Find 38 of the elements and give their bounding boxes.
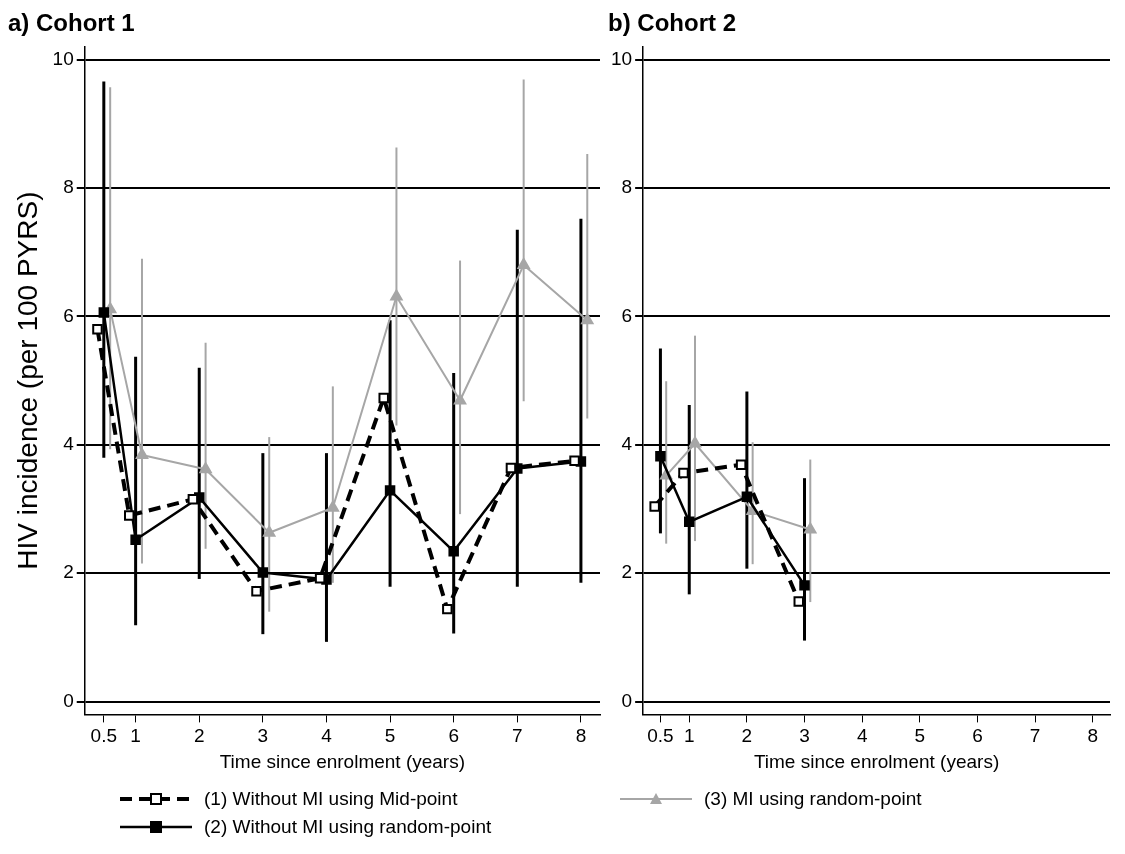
y-tick-label: 10 (52, 47, 74, 69)
legend-label: (2) Without MI using random-point (204, 816, 492, 838)
x-tick-label: 7 (1029, 725, 1041, 747)
x-tick-label: 6 (448, 725, 459, 747)
y-tick-label: 6 (621, 304, 633, 326)
x-tick-label: 1 (130, 725, 141, 747)
y-tick-label: 2 (63, 561, 74, 583)
y-tick-label: 10 (610, 47, 633, 69)
chart-title: a) Cohort 1 (8, 9, 135, 37)
x-tick-label: 4 (321, 725, 333, 747)
y-tick-label: 2 (621, 561, 633, 583)
y-tick-label: 4 (621, 433, 633, 455)
x-tick-label: 1 (683, 725, 695, 747)
x-axis-title: Time since enrolment (years) (219, 750, 466, 772)
x-tick-label: 0.5 (90, 725, 118, 747)
x-tick-label: 8 (575, 725, 587, 747)
x-tick-label: 5 (384, 725, 396, 747)
legend-label: (3) MI using random-point (704, 788, 922, 810)
y-tick-label: 8 (621, 176, 633, 198)
x-tick-label: 6 (972, 725, 983, 747)
x-axis-title: Time since enrolment (years) (753, 750, 1000, 772)
x-tick-label: 4 (856, 725, 868, 747)
y-tick-label: 0 (621, 689, 633, 711)
x-tick-label: 2 (193, 725, 205, 747)
x-tick-label: 2 (741, 725, 753, 747)
x-tick-label: 8 (1087, 725, 1098, 747)
y-tick-label: 6 (63, 304, 74, 326)
x-tick-label: 0.5 (647, 725, 674, 747)
x-tick-label: 7 (512, 725, 523, 747)
y-tick-label: 4 (63, 433, 75, 455)
legend-label: (1) Without MI using Mid-point (204, 788, 458, 810)
y-axis-title: HIV incidence (per 100 PYRS) (11, 191, 43, 570)
x-tick-label: 3 (799, 725, 810, 747)
x-tick-label: 3 (257, 725, 269, 747)
y-tick-label: 8 (63, 176, 74, 198)
y-tick-label: 0 (63, 689, 74, 711)
x-tick-label: 5 (914, 725, 926, 747)
chart-title: b) Cohort 2 (608, 9, 736, 37)
